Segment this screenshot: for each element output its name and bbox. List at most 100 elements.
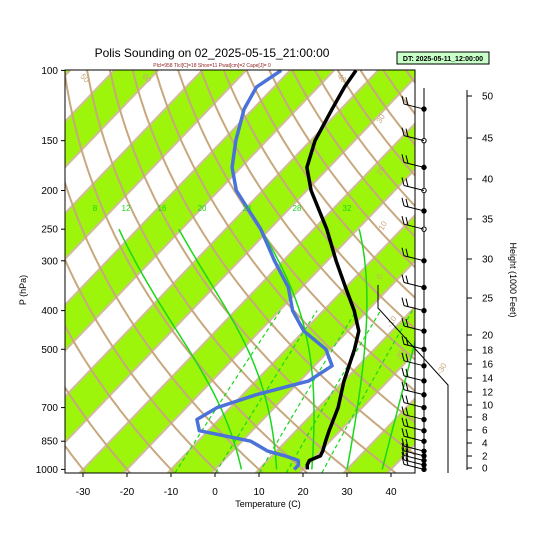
wind-barb	[403, 435, 425, 442]
wind-barb-flag	[405, 217, 409, 226]
dry-adiabat-line	[154, 70, 415, 424]
wind-barb-flag	[405, 457, 409, 466]
height-tick-label: 2	[482, 452, 488, 463]
dry-adiabat-line	[245, 70, 415, 300]
mixing-ratio-label: 16	[158, 204, 167, 213]
x-tick-label: 30	[341, 487, 353, 498]
isotherm-line	[65, 70, 379, 398]
y-tick-label: 300	[41, 256, 58, 267]
wind-barb-flag	[401, 447, 405, 456]
y-axis: 100 150 200 250 300 400 500 700 850 1000	[36, 66, 65, 476]
mixing-ratio-label: 28	[293, 204, 302, 213]
mixing-ratio-lines	[174, 310, 413, 473]
isotherm-line	[65, 70, 247, 261]
height-tick-label: 8	[482, 413, 488, 424]
isotherm-line	[65, 70, 291, 307]
chart-subtitle: Plcl=958 Tlcl[C]=18 Shox=11 Pwat[cm]=2 C…	[153, 63, 271, 69]
sounding-curves	[195, 70, 361, 471]
wind-barb-flag	[405, 155, 409, 164]
dry-adiabat-line	[268, 70, 415, 269]
wind-barb-flag	[401, 456, 405, 465]
wind-barb	[403, 305, 425, 312]
height-tick-label: 50	[482, 92, 494, 103]
mixing-ratio-line	[258, 310, 357, 473]
wind-barb-flag	[401, 394, 405, 403]
wind-barb-panel	[377, 88, 449, 473]
wind-barb-flag	[401, 381, 405, 390]
dry-adiabat-line	[291, 70, 415, 238]
wind-barb-flag	[401, 95, 405, 105]
wind-barb-flag	[405, 382, 409, 391]
isotherm-band	[65, 70, 415, 443]
dry-adiabat-line	[200, 70, 415, 361]
isotherm-line	[254, 305, 415, 473]
mixing-ratio-label: 32	[343, 204, 352, 213]
wind-barb	[403, 185, 425, 191]
wind-barb-flag	[401, 417, 405, 426]
x-tick-label: -20	[120, 487, 135, 498]
x-tick-label: 0	[212, 487, 218, 498]
wind-barb-flag	[405, 443, 409, 453]
dry-adiabat-line	[86, 70, 352, 473]
y-tick-label: 100	[41, 66, 58, 77]
wind-barb	[403, 281, 425, 288]
mixing-ratio-label: 20	[198, 204, 207, 213]
height-tick-label: 0	[482, 464, 488, 475]
wind-barb-flag	[401, 442, 405, 452]
height-tick-label: 18	[482, 346, 494, 357]
wind-barb-flag	[405, 439, 409, 448]
wind-barb	[403, 463, 425, 470]
x-tick-label: 20	[297, 487, 309, 498]
wind-barb	[403, 459, 425, 466]
isotherm-line	[122, 167, 415, 473]
dry-adiabat-line	[405, 70, 415, 85]
wind-barb-flag	[401, 352, 405, 361]
x-axis-label: Temperature (C)	[235, 499, 301, 509]
moist-adiabat-line	[346, 229, 368, 470]
temperature-curve	[305, 70, 361, 470]
height-tick-label: 35	[482, 215, 494, 226]
wind-barb	[403, 205, 425, 212]
wind-barb	[403, 360, 425, 367]
isotherm-line	[65, 70, 203, 215]
dry-adiabat-line	[65, 257, 220, 473]
adiabat-label: 0	[375, 272, 385, 281]
wind-barb	[403, 223, 425, 230]
dry-adiabat-line	[65, 70, 308, 473]
moist-adiabat-line	[260, 228, 315, 470]
isotherm-line	[166, 213, 415, 473]
isotherm-line	[65, 70, 71, 78]
dt-box: DT: 2025-05-11_12:00:00	[396, 51, 490, 65]
mixing-ratio-label: 24	[243, 204, 252, 213]
wind-barb-flag	[401, 274, 405, 283]
dry-adiabat-line	[65, 385, 131, 473]
chart-title: Polis Sounding on 02_2025-05-15_21:00:00	[95, 46, 330, 60]
wind-barb-flag	[405, 96, 409, 106]
wind-barb-flag	[405, 198, 409, 208]
wind-barb	[403, 414, 425, 421]
x-tick-label: 10	[253, 487, 265, 498]
wind-barb-flag	[405, 368, 409, 378]
y-tick-label: 1000	[36, 465, 59, 476]
wind-barb	[403, 425, 425, 432]
isotherm-line	[65, 70, 159, 169]
wind-barb	[403, 450, 425, 457]
y-tick-label: 200	[41, 186, 58, 197]
wind-barb-flag	[405, 178, 409, 187]
wind-barb-flag	[405, 275, 409, 284]
height-tick-label: 30	[482, 255, 494, 266]
wind-barb	[403, 389, 425, 396]
y-tick-label: 850	[41, 437, 58, 448]
mixing-ratio-label: 8	[93, 204, 98, 213]
wind-barb-flag	[401, 177, 405, 186]
height-tick-label: 40	[482, 175, 494, 186]
wind-barb	[403, 375, 425, 382]
wind-barb-flag	[401, 451, 405, 461]
wind-barb-flag	[401, 216, 405, 225]
height-tick-label: 10	[482, 401, 494, 412]
y-tick-label: 500	[41, 345, 58, 356]
wind-barb-flag	[405, 395, 409, 404]
wind-barb-flag	[401, 336, 405, 345]
wind-barb-flag	[401, 127, 405, 136]
